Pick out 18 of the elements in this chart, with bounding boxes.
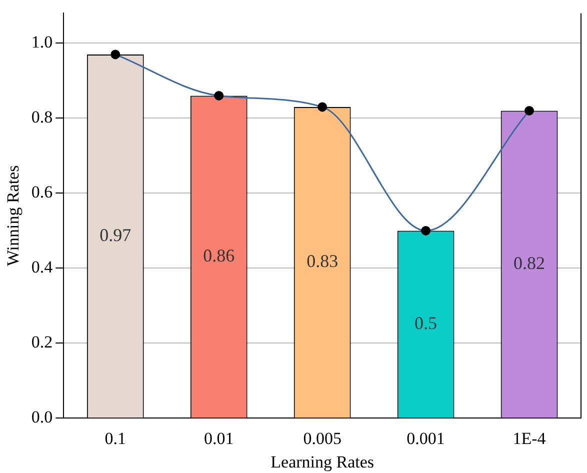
y-axis-title: Winning Rates (4, 165, 23, 266)
data-label: 0.86 (203, 245, 235, 266)
data-label: 0.83 (306, 251, 338, 272)
x-tick-label: 1E-4 (512, 428, 546, 448)
x-tick-label: 0.001 (406, 428, 445, 448)
y-tick-label: 0.4 (31, 258, 54, 277)
y-tick-label: 0.8 (31, 108, 53, 127)
x-tick-label: 0.005 (303, 428, 342, 448)
x-tick-label: 0.1 (104, 428, 126, 448)
y-tick-label: 0.6 (31, 182, 53, 202)
x-axis-title: Learning Rates (270, 452, 374, 472)
y-tick-label: 1.0 (31, 32, 53, 52)
data-label: 0.82 (514, 252, 546, 273)
y-tick-label: 0.2 (31, 332, 53, 352)
data-label: 0.97 (100, 224, 132, 245)
data-label: 0.5 (414, 312, 438, 333)
x-tick-label: 0.01 (204, 428, 234, 448)
y-tick-label: 0.0 (31, 408, 53, 427)
